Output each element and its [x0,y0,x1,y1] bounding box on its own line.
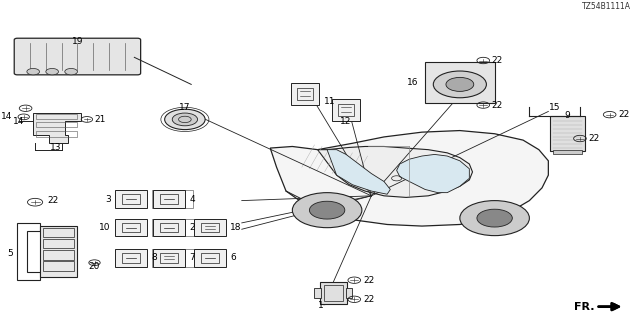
Text: 22: 22 [363,276,374,285]
Bar [297,88,313,100]
Bar [152,249,215,267]
Text: 9: 9 [564,111,570,120]
Circle shape [172,113,198,126]
Bar [43,239,74,248]
Text: 7: 7 [189,253,195,262]
Text: 19: 19 [72,36,83,46]
Text: TZ54B1111A: TZ54B1111A [582,2,630,11]
Text: 6: 6 [230,253,236,262]
Bar [122,253,140,263]
Bar [314,288,321,298]
Text: 22: 22 [618,110,629,119]
Text: 17: 17 [179,103,191,113]
Text: 13: 13 [49,143,61,152]
Bar [122,223,140,233]
Bar [43,228,74,237]
Text: 12: 12 [340,117,352,126]
Text: 14: 14 [1,112,12,121]
Bar [324,285,343,301]
Text: 22: 22 [492,100,502,109]
Bar [36,131,77,137]
Bar [291,83,319,105]
Polygon shape [317,147,472,197]
Bar [195,249,226,267]
Bar [152,219,215,236]
Text: 4: 4 [189,195,195,204]
FancyBboxPatch shape [14,38,141,75]
Circle shape [433,71,486,98]
Bar [161,253,178,263]
Polygon shape [270,131,548,226]
Polygon shape [33,113,81,143]
Bar [161,223,178,233]
Bar [122,194,140,204]
Text: 21: 21 [95,115,106,124]
Bar [202,223,219,233]
Text: 22: 22 [492,56,502,65]
Text: 15: 15 [549,103,561,113]
Bar [425,62,495,103]
Text: 5: 5 [7,249,13,258]
Bar [550,116,585,151]
Polygon shape [327,150,390,194]
Bar [36,122,77,127]
Bar [154,249,185,267]
Polygon shape [397,155,469,193]
Circle shape [309,201,345,219]
Bar [40,226,77,277]
Circle shape [27,68,40,75]
Text: 18: 18 [230,223,242,232]
Bar [152,190,193,208]
Bar [154,219,185,236]
Text: 3: 3 [105,195,111,204]
Bar [332,99,360,121]
Bar [319,282,348,304]
Bar [339,104,354,116]
Bar [115,249,147,267]
Text: 16: 16 [407,78,419,87]
Bar [115,219,147,236]
Bar [43,250,74,260]
Text: 20: 20 [89,262,100,271]
Text: 8: 8 [152,253,157,262]
Circle shape [460,201,529,236]
Bar [43,261,74,271]
Text: FR.: FR. [574,302,595,312]
Text: 22: 22 [588,134,600,143]
Text: 22: 22 [48,196,59,205]
Circle shape [65,68,77,75]
Circle shape [164,109,205,130]
Bar [554,150,582,154]
Text: 1: 1 [317,301,323,310]
Bar [36,114,77,119]
Text: 14: 14 [13,116,24,125]
Circle shape [446,77,474,92]
Text: 10: 10 [99,223,111,232]
Text: 2: 2 [189,223,195,232]
Text: 11: 11 [324,97,335,107]
Circle shape [46,68,58,75]
Bar [115,190,147,208]
Bar [346,288,353,298]
Text: 22: 22 [363,295,374,304]
Bar [195,219,226,236]
Bar [202,253,219,263]
Bar [161,194,178,204]
Circle shape [292,193,362,228]
Bar [154,190,185,208]
Circle shape [477,209,512,227]
